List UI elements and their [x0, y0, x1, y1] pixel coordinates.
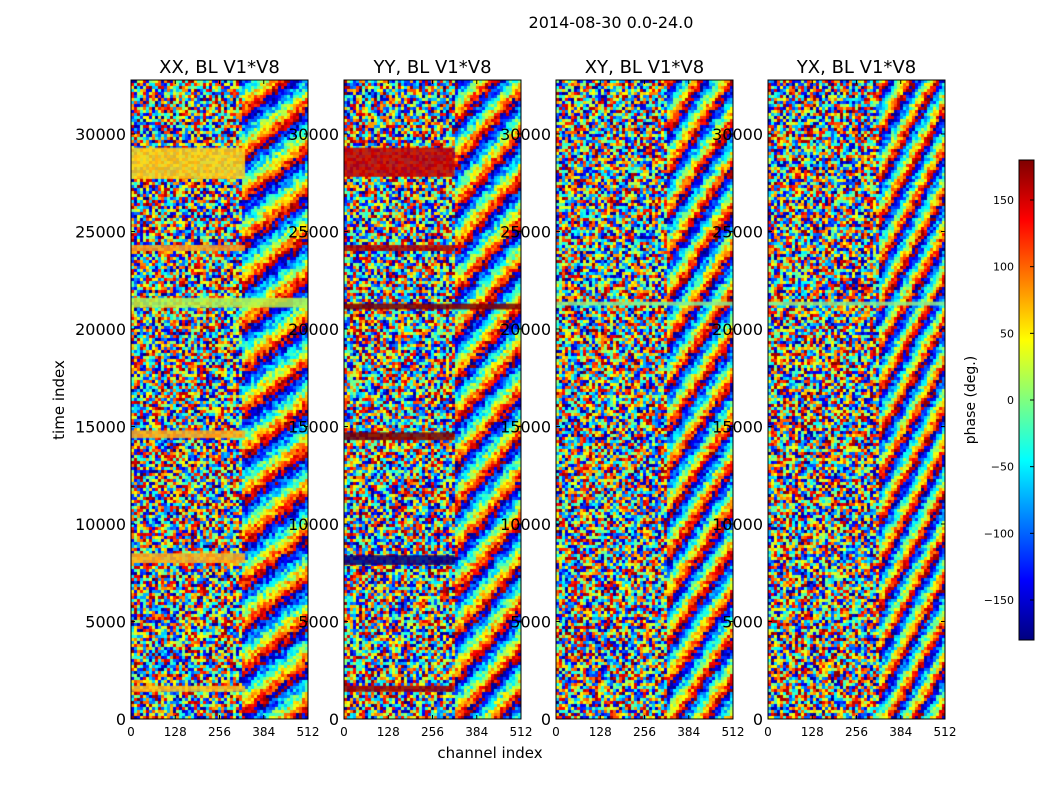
x-tick-label: 256	[845, 725, 868, 739]
panel-3-heatmap	[556, 80, 733, 719]
x-tick-label: 384	[677, 725, 700, 739]
y-tick-label: 15000	[712, 417, 763, 436]
panel-3: XY, BL V1*V8 0 128 256 384 512 0 5000 10000 15000…	[500, 57, 744, 739]
colorbar-tick-label: 100	[993, 261, 1014, 274]
panel-2-title: YY, BL V1*V8	[372, 57, 491, 78]
colorbar-ticks: −150 −100 −50 0 50 100 150	[984, 194, 1034, 607]
y-tick-label: 20000	[288, 320, 339, 339]
x-tick-label: 128	[801, 725, 824, 739]
colorbar-tick-label: −50	[991, 461, 1014, 474]
figure-suptitle: 2014-08-30 0.0-24.0	[529, 13, 694, 32]
x-tick-label: 512	[297, 725, 320, 739]
x-tick-label: 256	[421, 725, 444, 739]
y-tick-label: 30000	[75, 125, 126, 144]
x-tick-label: 384	[465, 725, 488, 739]
y-tick-label: 20000	[712, 320, 763, 339]
x-tick-label: 0	[552, 725, 560, 739]
x-tick-label: 0	[764, 725, 772, 739]
y-tick-label: 5000	[722, 612, 763, 631]
y-tick-label: 30000	[288, 125, 339, 144]
x-axis-label: channel index	[437, 744, 542, 762]
y-tick-label: 15000	[75, 417, 126, 436]
panel-4: YX, BL V1*V8 0 128 256 384 512 0 5000 10000 15000…	[712, 57, 956, 739]
x-tick-label: 0	[127, 725, 135, 739]
panels-group: XX, BL V1*V8 0 128 256 384 512 0 5000 10000 15000…	[75, 57, 956, 739]
panel-2: YY, BL V1*V8 0 128 256 384 512 0 5000 10000 15000…	[288, 57, 532, 739]
y-tick-label: 15000	[500, 417, 551, 436]
colorbar-tick-label: −100	[984, 527, 1014, 540]
y-tick-label: 0	[753, 710, 763, 729]
y-tick-label: 0	[541, 710, 551, 729]
y-tick-label: 25000	[288, 222, 339, 241]
y-tick-label: 10000	[500, 515, 551, 534]
x-tick-label: 0	[340, 725, 348, 739]
colorbar-tick-label: 0	[1007, 394, 1014, 407]
y-tick-label: 25000	[712, 222, 763, 241]
y-tick-label: 25000	[500, 222, 551, 241]
y-tick-label: 10000	[712, 515, 763, 534]
x-tick-label: 128	[164, 725, 187, 739]
panel-1: XX, BL V1*V8 0 128 256 384 512 0 5000 10000 15000…	[75, 57, 319, 739]
x-tick-label: 384	[889, 725, 912, 739]
panel-4-heatmap	[768, 80, 945, 719]
colorbar-tick-label: 50	[1000, 327, 1014, 340]
colorbar-label: phase (deg.)	[963, 356, 979, 444]
x-tick-label: 128	[377, 725, 400, 739]
panel-1-title: XX, BL V1*V8	[159, 57, 280, 78]
x-tick-label: 512	[510, 725, 533, 739]
x-tick-label: 512	[934, 725, 957, 739]
x-tick-label: 256	[208, 725, 231, 739]
x-tick-label: 384	[252, 725, 275, 739]
y-tick-label: 20000	[500, 320, 551, 339]
y-tick-label: 25000	[75, 222, 126, 241]
y-tick-label: 20000	[75, 320, 126, 339]
x-tick-label: 128	[589, 725, 612, 739]
panel-3-title: XY, BL V1*V8	[585, 57, 704, 78]
y-tick-label: 0	[329, 710, 339, 729]
y-tick-label: 10000	[75, 515, 126, 534]
panel-1-heatmap	[131, 80, 308, 719]
x-tick-label: 512	[722, 725, 745, 739]
panel-2-heatmap	[344, 80, 521, 719]
y-tick-label: 15000	[288, 417, 339, 436]
colorbar: −150 −100 −50 0 50 100 150 phase (deg.)	[963, 159, 1035, 641]
y-tick-label: 30000	[500, 125, 551, 144]
y-axis-label: time index	[50, 360, 68, 440]
panel-4-title: YX, BL V1*V8	[796, 57, 916, 78]
y-tick-label: 5000	[510, 612, 551, 631]
x-tick-label: 256	[633, 725, 656, 739]
colorbar-tick-label: −150	[984, 594, 1014, 607]
y-tick-label: 5000	[85, 612, 126, 631]
y-tick-label: 0	[116, 710, 126, 729]
y-tick-label: 10000	[288, 515, 339, 534]
y-tick-label: 30000	[712, 125, 763, 144]
y-tick-label: 5000	[298, 612, 339, 631]
colorbar-tick-label: 150	[993, 194, 1014, 207]
